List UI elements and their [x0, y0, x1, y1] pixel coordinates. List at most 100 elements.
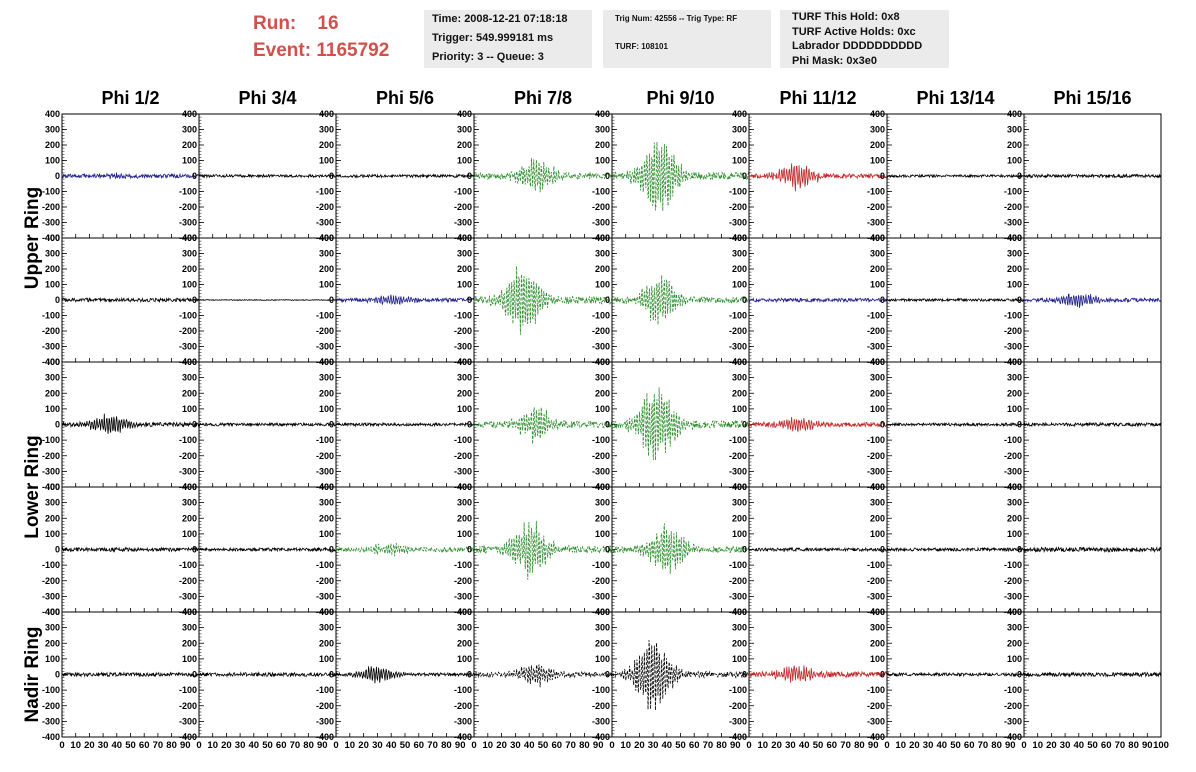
y-tick-label: -200 [454, 576, 472, 586]
event-value: 1165792 [316, 40, 390, 61]
y-tick-label: 300 [595, 373, 610, 383]
y-tick-label: 100 [595, 529, 610, 539]
y-tick-label: 100 [45, 280, 60, 290]
y-tick-label: 300 [45, 498, 60, 508]
x-tick-label: 20 [771, 740, 782, 751]
y-tick-label: -100 [454, 187, 472, 197]
y-tick-label: 200 [732, 513, 747, 523]
y-tick-label: -400 [592, 732, 610, 742]
y-tick-label: 400 [457, 109, 472, 119]
y-tick-label: 400 [182, 607, 197, 617]
y-tick-label: -400 [179, 732, 197, 742]
y-tick-label: -300 [42, 716, 60, 726]
y-tick-label: 400 [45, 357, 60, 367]
waveform-trace [335, 542, 475, 557]
y-tick-label: -200 [592, 576, 610, 586]
y-tick-label: -300 [179, 218, 197, 228]
waveform-trace [886, 421, 1025, 428]
y-tick-label: 300 [457, 249, 472, 259]
y-tick-label: -100 [1004, 685, 1022, 695]
x-tick-label: 0 [1021, 740, 1026, 751]
x-tick-label: 90 [317, 740, 328, 751]
x-tick-label: 10 [483, 740, 494, 751]
run-label: Run: [253, 13, 297, 34]
x-tick-label: 60 [414, 740, 425, 751]
x-tick-label: 10 [1032, 740, 1043, 751]
y-tick-label: -100 [179, 560, 197, 570]
y-tick-label: 100 [870, 529, 885, 539]
x-tick-label: 80 [303, 740, 314, 751]
ring-label: Lower Ring [22, 435, 43, 538]
y-tick-label: -100 [867, 311, 885, 321]
y-tick-label: -400 [729, 732, 747, 742]
y-tick-label: -300 [867, 342, 885, 352]
y-tick-label: -400 [42, 357, 60, 367]
y-tick-label: -300 [179, 716, 197, 726]
waveform-trace [1023, 173, 1162, 180]
y-tick-label: 200 [45, 264, 60, 274]
trigger-info-box: Trig Num: 42556 -- Trig Type: RF TURF: 1… [603, 10, 771, 68]
y-tick-label: -100 [729, 311, 747, 321]
y-tick-label: -100 [1004, 435, 1022, 445]
column-header: Phi 9/10 [646, 88, 714, 108]
y-tick-label: -200 [592, 701, 610, 711]
y-tick-label: -100 [179, 435, 197, 445]
waveform-trace [61, 671, 200, 678]
y-tick-label: 100 [870, 156, 885, 166]
waveform-trace [335, 173, 475, 179]
x-tick-label: 40 [799, 740, 810, 751]
y-tick-label: 200 [595, 388, 610, 398]
y-tick-label: -300 [592, 591, 610, 601]
y-tick-label: -200 [867, 202, 885, 212]
x-tick-label: 0 [59, 740, 64, 751]
waveform-trace [473, 407, 613, 445]
y-tick-label: 300 [1007, 498, 1022, 508]
y-tick-label: 200 [870, 140, 885, 150]
y-tick-label: 300 [1007, 249, 1022, 259]
y-tick-label: 0 [880, 171, 885, 181]
y-tick-label: 100 [457, 404, 472, 414]
y-tick-label: 200 [182, 513, 197, 523]
y-tick-label: -300 [729, 466, 747, 476]
x-tick-label: 90 [730, 740, 741, 751]
y-tick-label: 300 [457, 373, 472, 383]
y-tick-label: 400 [732, 482, 747, 492]
x-tick-label: 90 [868, 740, 879, 751]
y-tick-label: -300 [316, 342, 334, 352]
waveform-trace [198, 421, 337, 428]
x-tick-label: 60 [1101, 740, 1112, 751]
waveform-trace [611, 387, 750, 461]
y-tick-label: 100 [595, 156, 610, 166]
y-tick-label: 400 [182, 233, 197, 243]
y-tick-label: -300 [179, 466, 197, 476]
x-tick-label: 50 [950, 740, 961, 751]
x-tick-label: 20 [496, 740, 507, 751]
x-tick-label: 70 [978, 740, 989, 751]
y-tick-label: 100 [182, 654, 197, 664]
y-tick-label: 300 [595, 249, 610, 259]
y-tick-label: -200 [867, 326, 885, 336]
x-tick-label: 40 [662, 740, 673, 751]
y-tick-label: 100 [319, 654, 334, 664]
event-row: Event: 1165792 [253, 37, 389, 64]
y-tick-label: 0 [1017, 545, 1022, 555]
y-tick-label: 400 [182, 357, 197, 367]
y-tick-label: 100 [45, 404, 60, 414]
x-tick-label: 10 [70, 740, 81, 751]
y-tick-label: 100 [732, 654, 747, 664]
y-tick-label: -100 [867, 187, 885, 197]
y-tick-label: 400 [595, 109, 610, 119]
y-tick-label: 200 [1007, 388, 1022, 398]
y-tick-label: -200 [316, 576, 334, 586]
y-tick-label: 200 [595, 264, 610, 274]
y-tick-label: 400 [45, 607, 60, 617]
y-tick-label: 0 [329, 545, 334, 555]
y-tick-label: 0 [55, 295, 60, 305]
y-tick-label: -300 [179, 342, 197, 352]
y-tick-label: -100 [42, 187, 60, 197]
y-tick-label: -300 [1004, 466, 1022, 476]
y-tick-label: -100 [592, 435, 610, 445]
y-tick-label: -300 [867, 591, 885, 601]
y-tick-label: 200 [319, 388, 334, 398]
y-tick-label: 400 [1007, 233, 1022, 243]
